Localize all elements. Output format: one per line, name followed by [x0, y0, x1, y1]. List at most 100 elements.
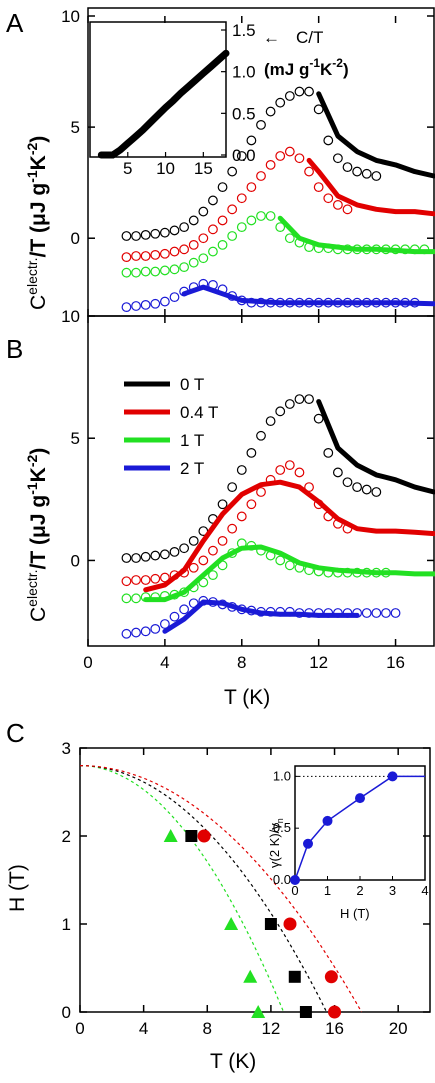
data-point-0 — [236, 465, 247, 475]
data-point-3 — [352, 297, 363, 308]
data-point-3 — [140, 299, 151, 310]
data-point-2 — [140, 592, 151, 603]
data-point-1 — [159, 248, 170, 259]
data-point-3 — [169, 292, 180, 303]
data-point-2 — [352, 244, 363, 255]
data-point-1 — [188, 562, 199, 573]
data-point-0 — [284, 91, 295, 101]
data-point-2 — [342, 567, 353, 578]
data-point-1 — [188, 239, 199, 250]
data-point-3 — [313, 608, 324, 618]
panel-a-ylabel: Celectr./T (μJ g-1K-2) — [24, 136, 50, 310]
legend-label: 0 T — [180, 375, 204, 394]
data-point-2 — [246, 215, 257, 226]
data-point-1 — [323, 193, 334, 204]
data-point-2 — [323, 567, 334, 578]
data-point-1 — [256, 171, 266, 181]
c-point-triangle — [243, 969, 258, 983]
data-point-0 — [361, 484, 372, 495]
ic-y-tick-label: 0.5 — [273, 820, 291, 835]
data-point-2 — [275, 555, 286, 566]
data-point-3 — [246, 605, 257, 616]
c-point-circle — [328, 1005, 342, 1019]
x-tick-label: 8 — [237, 653, 246, 672]
data-point-1 — [131, 575, 141, 585]
data-point-0 — [236, 151, 247, 161]
ylabel-a-c: C — [27, 295, 50, 310]
data-point-0 — [256, 430, 266, 441]
data-point-3 — [256, 606, 266, 617]
data-point-2 — [381, 567, 391, 578]
data-point-0 — [332, 467, 343, 478]
fit-curve-1 — [79, 765, 328, 1013]
fit-curve-0 — [79, 765, 285, 1013]
data-point-0 — [159, 227, 170, 238]
data-point-2 — [265, 550, 276, 561]
data-point-0 — [179, 222, 190, 233]
data-point-0 — [265, 416, 276, 427]
inset-x-tick-label: 15 — [194, 159, 213, 178]
data-point-3 — [140, 626, 151, 637]
data-point-1 — [217, 215, 228, 226]
data-point-3 — [390, 608, 401, 618]
data-point-3 — [121, 302, 132, 313]
series-line-2 — [143, 544, 435, 603]
ylabel-b-sup3: -2 — [24, 454, 40, 467]
ic-point — [355, 793, 365, 804]
ylabel-a-sup2: -1 — [24, 170, 40, 183]
data-point-3 — [169, 611, 180, 622]
ylabel-a-end: ) — [27, 136, 50, 143]
ic-x-tick-label: 1 — [324, 883, 331, 898]
data-point-3 — [323, 297, 334, 308]
data-point-1 — [198, 555, 209, 566]
y-tick-label: 0 — [71, 551, 80, 570]
data-point-0 — [323, 135, 334, 146]
data-point-2 — [409, 244, 420, 255]
c-point-square — [185, 830, 198, 842]
panel-label-b: B — [6, 334, 23, 364]
c-point-circle — [197, 829, 211, 843]
inset-units-2: K — [320, 60, 333, 79]
data-point-0 — [275, 406, 286, 417]
data-point-1 — [323, 511, 334, 522]
panel-b-ylabel: Celectr./T (μJ g-1K-2) — [24, 448, 50, 622]
fit-curve-2 — [79, 765, 363, 1013]
data-point-2 — [131, 267, 141, 278]
data-point-1 — [121, 252, 132, 263]
data-point-2 — [313, 566, 324, 577]
data-point-2 — [265, 211, 276, 221]
inset-c-ylabel-sub: n — [275, 818, 285, 823]
data-point-2 — [198, 577, 209, 588]
data-point-1 — [169, 246, 180, 257]
c-y-tick-label: 0 — [62, 1003, 71, 1022]
data-point-3 — [332, 297, 343, 308]
ic-x-tick-label: 0 — [291, 883, 298, 898]
data-point-2 — [236, 222, 247, 233]
data-point-0 — [361, 168, 372, 179]
data-point-3 — [332, 608, 343, 618]
data-point-3 — [265, 606, 276, 617]
data-point-3 — [304, 297, 314, 308]
panel-label-a: A — [6, 8, 24, 38]
data-point-0 — [140, 551, 151, 562]
data-point-0 — [304, 86, 314, 97]
data-point-1 — [275, 465, 286, 475]
data-point-2 — [323, 243, 334, 254]
data-point-3 — [361, 297, 372, 308]
data-point-3 — [275, 606, 286, 617]
ic-curve — [294, 775, 426, 881]
panel-c-ylabel: H (T) — [6, 864, 29, 912]
data-point-1 — [332, 199, 343, 210]
data-point-1 — [265, 159, 276, 170]
ylabel-a-rest: /T (μJ g — [27, 183, 50, 258]
series-line-3 — [181, 284, 435, 307]
data-point-1 — [313, 499, 324, 510]
data-point-3 — [131, 627, 141, 638]
data-point-3 — [179, 604, 190, 615]
data-point-0 — [246, 447, 257, 458]
y-tick-label: 0 — [71, 229, 80, 248]
inset-c-xlabel: H (T) — [340, 906, 370, 921]
inset-c-ylabel: γ(2 K)/γn — [267, 818, 285, 868]
data-point-1 — [140, 251, 151, 261]
ylabel-a-sup: electr. — [24, 257, 40, 294]
